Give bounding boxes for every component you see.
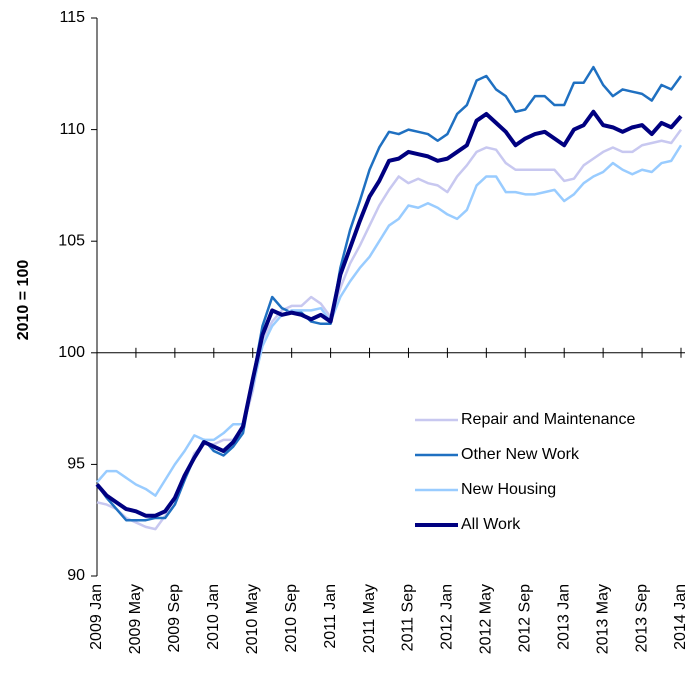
- x-tick-label: 2010 Jan: [205, 584, 222, 650]
- x-tick-label: 2009 Jan: [88, 584, 105, 650]
- y-tick-label: 105: [58, 232, 85, 249]
- x-tick-label: 2012 May: [478, 584, 495, 654]
- legend-label: All Work: [461, 516, 521, 533]
- x-tick-label: 2013 Jan: [555, 584, 572, 650]
- y-tick-label: 95: [67, 456, 85, 473]
- y-axis-label: 2010 = 100: [15, 260, 32, 341]
- x-tick-label: 2011 May: [361, 584, 378, 653]
- x-tick-label: 2012 Jan: [439, 584, 456, 650]
- x-tick-label: 2013 May: [594, 584, 611, 654]
- x-tick-label: 2012 Sep: [516, 584, 533, 653]
- x-tick-label: 2009 May: [127, 584, 144, 654]
- series-line: [95, 109, 683, 518]
- x-tick-label: 2014 Jan: [672, 584, 689, 650]
- x-tick-label: 2013 Sep: [633, 584, 650, 653]
- legend-label: Repair and Maintenance: [461, 411, 635, 428]
- series-line: [96, 128, 683, 531]
- y-tick-label: 110: [59, 121, 85, 138]
- y-tick-label: 90: [67, 567, 85, 584]
- legend-label: Other New Work: [461, 446, 580, 463]
- x-tick-label: 2009 Sep: [166, 584, 183, 653]
- x-tick-label: 2010 May: [244, 584, 261, 654]
- x-tick-label: 2011 Sep: [400, 584, 417, 651]
- series-line: [96, 144, 683, 497]
- x-tick-label: 2010 Sep: [283, 584, 300, 653]
- x-tick-label: 2011 Jan: [322, 584, 339, 649]
- y-tick-label: 100: [58, 344, 85, 361]
- legend-label: New Housing: [461, 481, 556, 498]
- y-tick-label: 115: [59, 9, 85, 26]
